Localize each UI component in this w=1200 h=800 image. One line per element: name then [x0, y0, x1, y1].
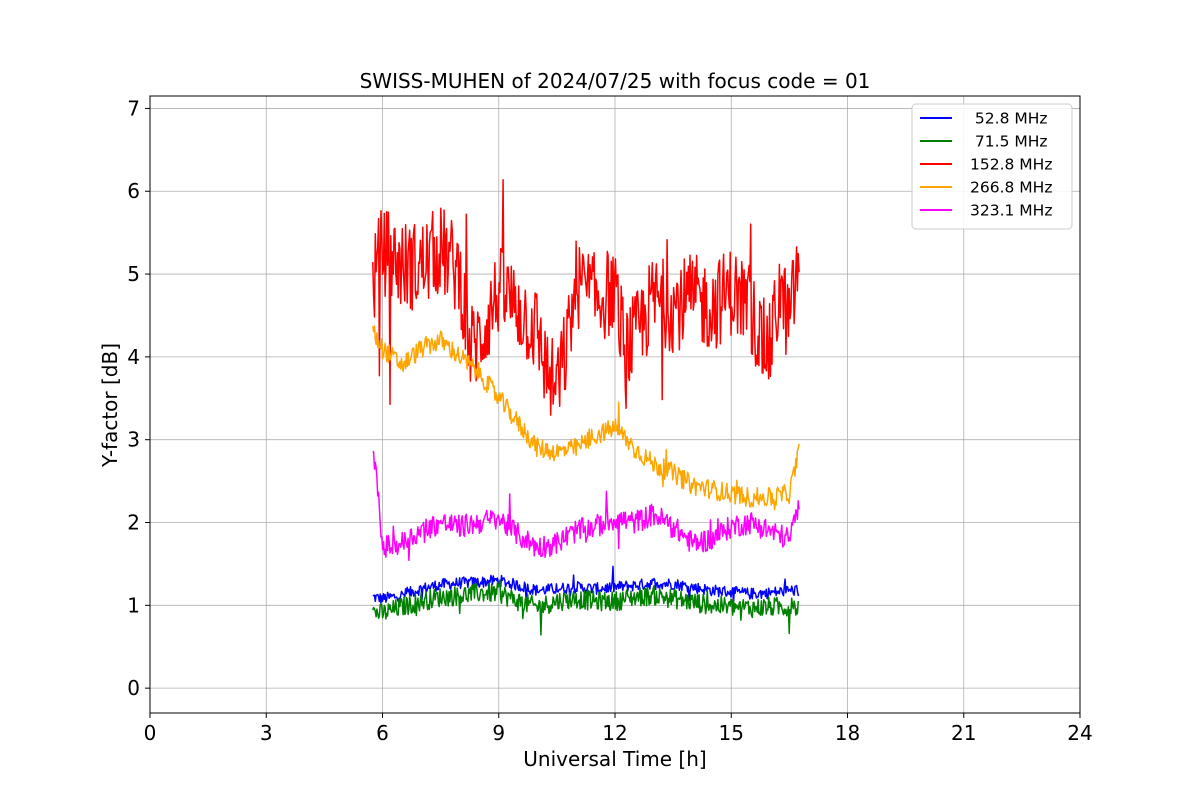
x-tick-label: 24 — [1067, 721, 1092, 745]
y-tick-label: 6 — [127, 179, 140, 203]
y-tick-label: 0 — [127, 676, 140, 700]
legend-label-3: 266.8 MHz — [970, 179, 1052, 197]
series-line-1 — [372, 579, 800, 636]
x-tick-label: 6 — [376, 721, 389, 745]
legend-label-1: 71.5 MHz — [970, 133, 1048, 151]
x-tick-label: 0 — [144, 721, 157, 745]
y-tick-label: 4 — [127, 345, 140, 369]
x-axis-label: Universal Time [h] — [523, 747, 706, 771]
x-tick-label: 18 — [835, 721, 860, 745]
grid — [149, 96, 1081, 713]
x-tick-label: 12 — [602, 721, 627, 745]
series-line-3 — [372, 325, 800, 511]
legend-label-4: 323.1 MHz — [970, 202, 1052, 220]
y-tick-label: 7 — [127, 96, 140, 120]
legend-label-2: 152.8 MHz — [970, 156, 1052, 174]
series-lines — [372, 178, 800, 636]
y-axis-label: Y-factor [dB] — [98, 343, 122, 468]
x-tick-label: 15 — [719, 721, 744, 745]
x-tick-label: 3 — [260, 721, 273, 745]
chart-title: SWISS-MUHEN of 2024/07/25 with focus cod… — [360, 69, 871, 93]
series-line-4 — [372, 450, 800, 562]
y-tick-label: 3 — [127, 428, 140, 452]
y-tick-label: 2 — [127, 511, 140, 535]
y-tick-label: 1 — [127, 593, 140, 617]
y-tick-label: 5 — [127, 262, 140, 286]
series-line-2 — [372, 178, 800, 416]
x-tick-label: 9 — [492, 721, 505, 745]
legend: 52.8 MHz 71.5 MHz 152.8 MHz 266.8 MHz 323.1… — [911, 103, 1073, 230]
legend-frame — [911, 103, 1073, 230]
series-line-0 — [372, 565, 800, 605]
legend-label-0: 52.8 MHz — [970, 110, 1048, 128]
x-tick-label: 21 — [951, 721, 976, 745]
